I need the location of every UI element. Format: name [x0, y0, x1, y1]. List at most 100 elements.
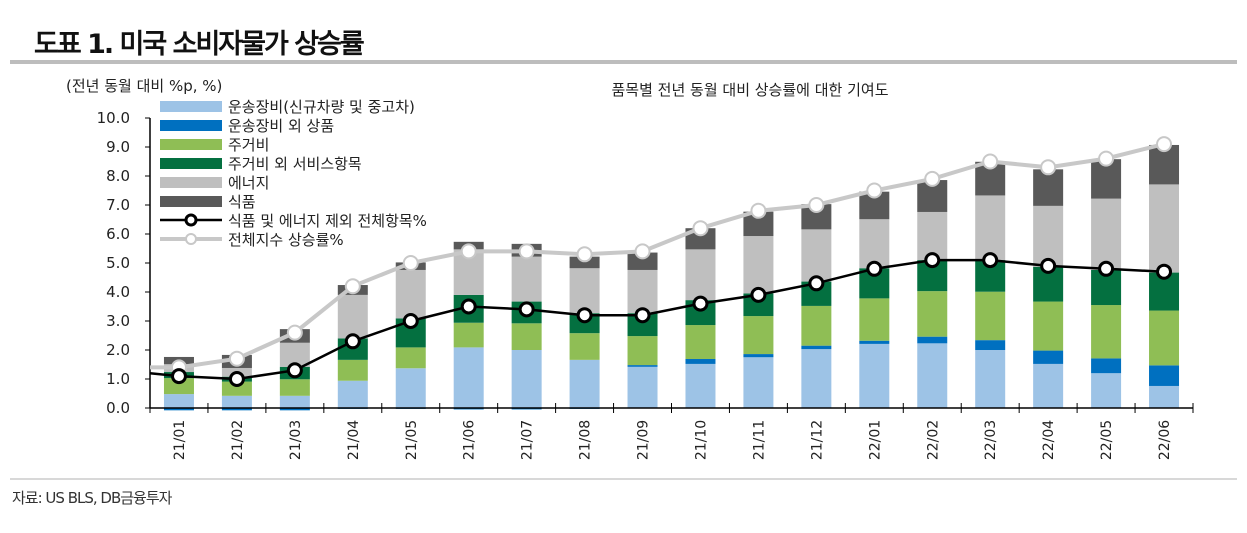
- y-tick-label: 10.0: [97, 109, 130, 127]
- bar-segment: [1033, 363, 1064, 408]
- bar-segment: [569, 333, 600, 360]
- source-note: 자료: US BLS, DB금융투자: [12, 489, 172, 507]
- line-marker: [518, 243, 535, 260]
- bar-segment: [221, 395, 252, 408]
- bar-segment: [1033, 350, 1064, 364]
- y-tick-label: 3.0: [106, 312, 130, 330]
- line-marker: [402, 313, 419, 329]
- bar-segment: [627, 252, 658, 270]
- bar-segment: [569, 359, 600, 408]
- y-tick-label: 4.0: [106, 283, 130, 301]
- bar-segment: [395, 368, 426, 408]
- legend-label: 주거비: [228, 136, 269, 154]
- bar-segment: [1033, 205, 1064, 267]
- bar-segment: [801, 345, 832, 350]
- legend-label: 운송장비 외 상품: [228, 117, 334, 135]
- x-tick-label: 21/08: [578, 420, 594, 460]
- bar-segment: [163, 378, 194, 395]
- bar-segment: [975, 340, 1006, 350]
- line-marker: [750, 286, 767, 303]
- bar-segment: [801, 349, 832, 408]
- x-tick-label: 22/01: [867, 420, 883, 460]
- x-tick-label: 21/02: [230, 420, 246, 460]
- bar-segment: [743, 316, 774, 355]
- bar-segment: [859, 343, 890, 408]
- y-tick-label: 0.0: [106, 399, 130, 417]
- line-marker: [228, 350, 245, 367]
- bar-segment: [1091, 358, 1122, 374]
- bar-segment: [743, 357, 774, 408]
- bar-segment: [511, 256, 542, 302]
- legend-swatch: [160, 158, 222, 169]
- line-marker: [170, 368, 187, 385]
- plot-area: 0.0 1.0 2.0 3.0 4.0 5.0 6.0 7.0 8.0 9.0 10.0 21/01 2…: [97, 109, 1194, 460]
- legend-label: 에너지: [228, 174, 269, 192]
- line-marker: [692, 220, 709, 237]
- bar-segment: [917, 291, 948, 337]
- bar-segment: [337, 294, 368, 339]
- chart-title: 품목별 전년 동월 대비 상승률에 대한 기여도: [611, 81, 888, 99]
- line-marker: [634, 307, 651, 324]
- line-marker: [518, 301, 535, 318]
- bar-segment: [743, 354, 774, 358]
- line-marker: [286, 324, 303, 341]
- bar-segment: [163, 408, 194, 411]
- line-marker: [982, 252, 999, 269]
- legend-label: 식품: [228, 193, 256, 211]
- bar-segment: [279, 408, 310, 411]
- y-axis-label: (전년 동월 대비 %p, %): [66, 77, 222, 95]
- bar-segment: [1091, 373, 1122, 408]
- bar-segment: [859, 298, 890, 341]
- bar-segment: [1033, 301, 1064, 351]
- y-tick-label: 8.0: [106, 167, 130, 185]
- bar-segment: [801, 305, 832, 346]
- line-marker: [750, 202, 767, 219]
- x-tick-label: 21/06: [462, 420, 478, 460]
- bar-segment: [1091, 198, 1122, 270]
- bar-segment: [395, 347, 426, 369]
- line-marker: [344, 278, 361, 295]
- line-marker: [1156, 263, 1173, 280]
- bar-segment: [627, 365, 658, 367]
- y-tick-label: 5.0: [106, 254, 130, 272]
- bar-segment: [801, 229, 832, 282]
- y-tick-label: 6.0: [106, 225, 130, 243]
- x-tick-label: 21/09: [636, 420, 652, 460]
- source-divider: [10, 478, 1237, 480]
- bar-segment: [743, 293, 774, 317]
- line-marker: [576, 246, 593, 263]
- bar-segment: [975, 195, 1006, 261]
- line-marker: [866, 182, 883, 199]
- line-marker: [924, 170, 941, 187]
- bar-segment: [627, 336, 658, 366]
- legend-swatch: [160, 139, 222, 150]
- line-marker: [1098, 150, 1115, 167]
- legend-label: 식품 및 에너지 제외 전체항목%: [228, 212, 427, 230]
- bar-segment: [685, 363, 716, 408]
- bar-segment: [627, 269, 658, 314]
- bar-segment: [859, 340, 890, 344]
- legend-marker: [184, 213, 198, 227]
- x-tick-label: 21/11: [751, 420, 767, 460]
- bar-segment: [685, 325, 716, 359]
- line-marker: [402, 255, 419, 271]
- line-marker: [576, 307, 593, 324]
- bar-segment: [511, 350, 542, 408]
- line-marker: [634, 243, 651, 260]
- legend-label: 주거비 외 서비스항목: [228, 155, 362, 173]
- bar-segment: [163, 394, 194, 408]
- x-tick-label: 22/06: [1157, 420, 1173, 460]
- bar-segment: [1091, 305, 1122, 359]
- bar-segment: [685, 358, 716, 364]
- bar-segment: [221, 381, 252, 396]
- line-marker: [1156, 136, 1173, 153]
- legend-label: 운송장비(신규차량 및 중고차): [228, 98, 415, 116]
- line-marker: [1040, 257, 1057, 274]
- x-tick-label: 21/04: [346, 420, 362, 460]
- x-tick-label: 22/04: [1041, 420, 1057, 460]
- bar-segment: [685, 249, 716, 301]
- line-marker: [1098, 260, 1115, 277]
- x-tick-label: 21/12: [809, 420, 825, 460]
- bar-segment: [1149, 310, 1180, 366]
